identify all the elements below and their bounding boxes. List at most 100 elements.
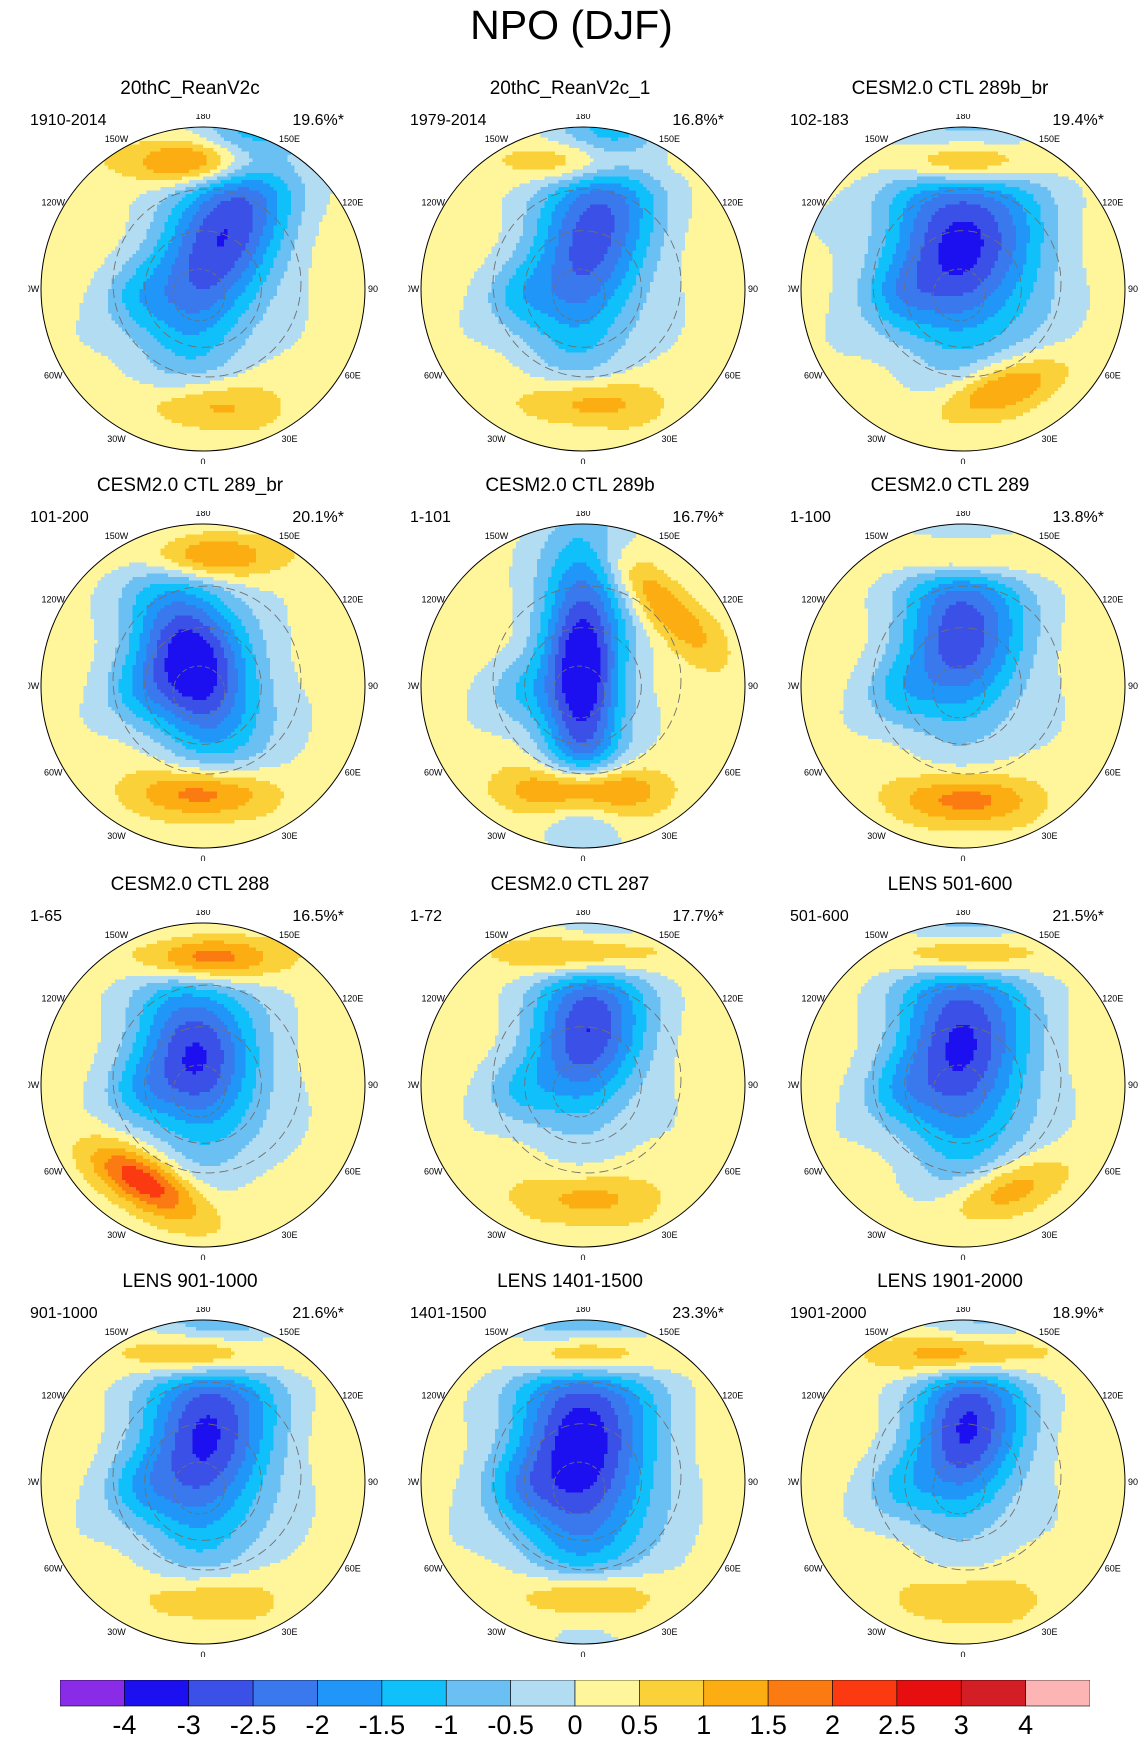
longitude-label: 150E [659, 531, 680, 541]
longitude-label: 150E [279, 134, 300, 144]
longitude-label: 0 [200, 457, 205, 464]
longitude-label: 0 [200, 1253, 205, 1260]
longitude-label: 150W [105, 1327, 129, 1337]
longitude-label: 60E [725, 371, 741, 381]
longitude-label: 30E [1041, 434, 1057, 444]
map-panel: 20thC_ReanV2c_1 1979-2014 16.8%* 180 150W 120… [380, 78, 760, 478]
longitude-label: 60E [725, 768, 741, 778]
panel-title: 20thC_ReanV2c [0, 78, 380, 100]
anomaly-field [421, 923, 746, 1248]
longitude-label: 30W [487, 831, 506, 841]
longitude-label: 60E [725, 1167, 741, 1177]
longitude-label: 150E [1039, 930, 1060, 940]
colorbar-tick-label: 0 [567, 1710, 582, 1738]
colorbar-swatch [124, 1680, 188, 1706]
longitude-label: 150W [865, 134, 889, 144]
longitude-label: 60W [804, 768, 823, 778]
longitude-label: 90E [1128, 681, 1138, 691]
panel-title: CESM2.0 CTL 289 [760, 475, 1140, 497]
longitude-label: 60W [424, 1564, 443, 1574]
longitude-label: 120W [421, 994, 445, 1004]
longitude-label: 90W [788, 284, 800, 294]
colorbar-tick-label: 4 [1018, 1710, 1033, 1738]
longitude-label: 180 [955, 511, 970, 518]
anomaly-field [801, 524, 1126, 849]
polar-map: 180150W120W90W60W30W030E60E90E120E150E [28, 114, 378, 464]
longitude-label: 60W [804, 371, 823, 381]
longitude-label: 60E [345, 1564, 361, 1574]
longitude-label: 120E [722, 595, 743, 605]
longitude-label: 150E [659, 930, 680, 940]
anomaly-field [41, 127, 366, 452]
longitude-label: 90E [748, 284, 758, 294]
longitude-label: 90W [408, 681, 420, 691]
longitude-label: 90W [28, 1080, 40, 1090]
longitude-label: 150W [485, 930, 509, 940]
anomaly-field [41, 1320, 366, 1645]
longitude-label: 30W [107, 434, 126, 444]
longitude-label: 120W [41, 1391, 65, 1401]
longitude-label: 150E [1039, 1327, 1060, 1337]
longitude-label: 60W [804, 1167, 823, 1177]
longitude-label: 120W [421, 1391, 445, 1401]
longitude-label: 120E [722, 1391, 743, 1401]
map-panel: LENS 901-1000901-100021.6%*180150W120W90… [0, 1271, 380, 1671]
longitude-label: 60E [345, 371, 361, 381]
longitude-label: 120W [801, 198, 825, 208]
longitude-label: 30E [1041, 1230, 1057, 1240]
longitude-label: 150E [659, 1327, 680, 1337]
colorbar-tick-label: -2.5 [230, 1710, 277, 1738]
panel-title: CESM2.0 CTL 288 [0, 874, 380, 896]
longitude-label: 90W [408, 1080, 420, 1090]
polar-map: 180150W120W90W60W30W030E60E90E120E150E [788, 511, 1138, 861]
panel-title: CESM2.0 CTL 289b_br [760, 78, 1140, 100]
longitude-label: 120W [41, 994, 65, 1004]
longitude-label: 180 [575, 114, 590, 121]
longitude-label: 120E [342, 198, 363, 208]
longitude-label: 30E [1041, 831, 1057, 841]
colorbar-swatch [833, 1680, 897, 1706]
panel-title: CESM2.0 CTL 287 [380, 874, 760, 896]
longitude-label: 150W [105, 531, 129, 541]
longitude-label: 0 [200, 854, 205, 861]
longitude-label: 30E [661, 1230, 677, 1240]
anomaly-field [801, 923, 1126, 1248]
longitude-label: 120E [1102, 198, 1123, 208]
longitude-label: 90E [368, 681, 378, 691]
polar-map: 180150W120W90W60W30W030E60E90E120E150E [408, 910, 758, 1260]
map-panel: CESM2.0 CTL 2891-10013.8%*180150W120W90W… [760, 475, 1140, 875]
anomaly-field [41, 524, 366, 849]
longitude-label: 120E [342, 994, 363, 1004]
longitude-label: 120W [421, 595, 445, 605]
colorbar-swatch [511, 1680, 575, 1706]
panel-title: LENS 901-1000 [0, 1271, 380, 1293]
longitude-label: 0 [960, 457, 965, 464]
colorbar-swatch [189, 1680, 253, 1706]
longitude-label: 60E [1105, 1564, 1121, 1574]
longitude-label: 60W [424, 371, 443, 381]
longitude-label: 0 [580, 854, 585, 861]
polar-map: 180150W120W90W60W30W030E60E90E120E150E [788, 114, 1138, 464]
longitude-label: 180 [575, 511, 590, 518]
longitude-label: 150W [485, 531, 509, 541]
longitude-label: 90E [748, 681, 758, 691]
longitude-label: 90W [28, 284, 40, 294]
longitude-label: 150E [659, 134, 680, 144]
colorbar-swatch [575, 1680, 639, 1706]
longitude-label: 180 [955, 910, 970, 917]
longitude-label: 60W [804, 1564, 823, 1574]
figure-title: NPO (DJF) [0, 2, 1143, 49]
colorbar-tick-label: 0.5 [621, 1710, 659, 1738]
longitude-label: 150W [865, 930, 889, 940]
longitude-label: 120E [1102, 595, 1123, 605]
longitude-label: 120W [41, 198, 65, 208]
longitude-label: 30W [107, 831, 126, 841]
longitude-label: 30W [487, 1230, 506, 1240]
colorbar: -4 -3 -2.5 -2 -1.5 -1 -0.5 0 0.5 1 1.5 2 2.5 3 4 [60, 1680, 1090, 1738]
longitude-label: 60W [44, 1167, 63, 1177]
polar-map: 180150W120W90W60W30W030E60E90E120E150E [28, 910, 378, 1260]
colorbar-tick-label: 2 [825, 1710, 840, 1738]
longitude-label: 180 [955, 114, 970, 121]
longitude-label: 90E [368, 1080, 378, 1090]
longitude-label: 0 [580, 457, 585, 464]
